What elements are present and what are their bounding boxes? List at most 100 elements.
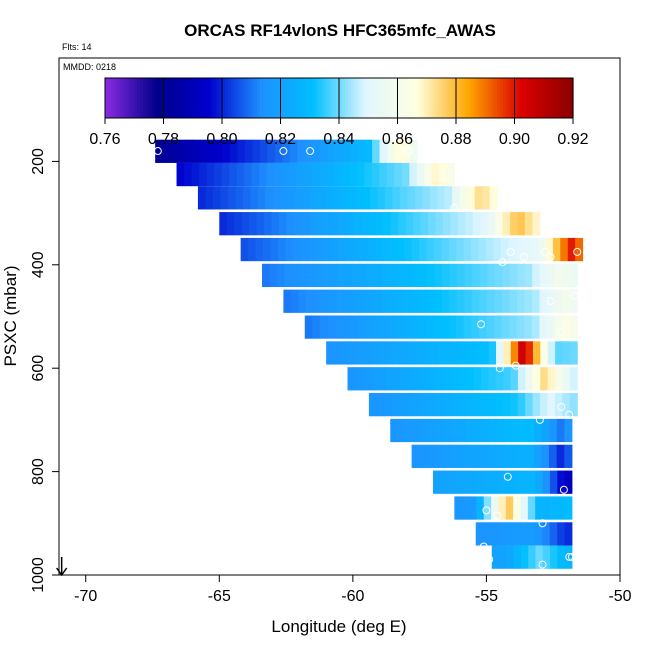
heatmap-cell (382, 263, 391, 288)
heatmap-cell (496, 418, 505, 443)
heatmap-cell (269, 263, 278, 288)
heatmap-cell (307, 263, 316, 288)
heatmap-cell (554, 289, 563, 313)
colorbar-swatch (315, 78, 320, 118)
colorbar-tick-label: 0.80 (206, 131, 237, 148)
sample-marker (570, 291, 579, 300)
colorbar-swatch (467, 78, 472, 118)
colorbar-swatch (143, 78, 147, 118)
colorbar-swatch (105, 78, 109, 118)
heatmap-cell (525, 393, 534, 417)
heatmap-cell (484, 470, 492, 494)
sample-markers (153, 147, 582, 569)
heatmap-cell (564, 496, 573, 520)
heatmap-cell (296, 162, 305, 187)
colorbar-swatch (520, 78, 524, 118)
heatmap-cell (469, 470, 478, 494)
colorbar-swatch (186, 78, 191, 118)
heatmap-cell (389, 263, 398, 288)
heatmap-cell (466, 341, 475, 365)
heatmap-cell (391, 393, 400, 417)
heatmap-cell (388, 289, 397, 313)
heatmap-cell (411, 237, 420, 262)
heatmap-cell (336, 289, 345, 313)
heatmap-cell (446, 162, 455, 187)
colorbar-swatch (508, 78, 513, 118)
heatmap-cell (456, 289, 465, 313)
colorbar-swatch (309, 78, 314, 118)
heatmap-cell (406, 367, 415, 391)
colorbar-swatch (128, 78, 132, 118)
heatmap-cell (367, 237, 375, 262)
heatmap-cell (419, 444, 428, 468)
colorbar-swatch (268, 78, 273, 118)
heatmap-cell (284, 263, 293, 288)
sample-marker (153, 147, 162, 156)
colorbar-swatch (397, 78, 402, 118)
heatmap-cell (234, 212, 243, 236)
heatmap-cell (547, 393, 556, 417)
heatmap-cell (287, 186, 296, 210)
heatmap-cell (314, 263, 323, 288)
heatmap-cell (375, 212, 384, 236)
heatmap-cell (348, 341, 357, 365)
heatmap-cell (480, 393, 489, 417)
colorbar-swatch (388, 78, 393, 118)
heatmap-cell (457, 212, 466, 236)
colorbar-swatch (523, 78, 527, 118)
heatmap-cell (322, 263, 331, 288)
heatmap-cell (250, 186, 259, 210)
heatmap-cell (549, 444, 558, 468)
heatmap-cell (459, 341, 467, 365)
heatmap-cell (274, 139, 283, 163)
heatmap-cell (280, 186, 289, 210)
sample-marker (495, 364, 504, 373)
heatmap-cell (501, 289, 510, 313)
heatmap-cell (562, 393, 571, 417)
heatmap-cell (481, 341, 490, 365)
heatmap-cell (480, 367, 489, 391)
heatmap-cell (319, 315, 328, 339)
colorbar-swatch (464, 78, 469, 118)
colorbar-swatch (441, 78, 445, 118)
y-axis: 200 400 600 800 1000 (30, 148, 59, 593)
colorbar-swatch (435, 78, 440, 118)
heatmap-cell (177, 139, 186, 163)
heatmap-cell (185, 139, 194, 163)
heatmap-cell (539, 263, 548, 288)
heatmap-cell (472, 263, 481, 288)
heatmap-cell (215, 139, 223, 163)
heatmap-cell (347, 367, 356, 391)
heatmap-cell (235, 186, 244, 210)
heatmap-cell (274, 162, 283, 187)
heatmap-cell (569, 263, 578, 288)
colorbar-swatch (511, 78, 516, 118)
heatmap-cell (542, 545, 551, 569)
heatmap-cell (380, 315, 389, 339)
heatmap-cell (266, 162, 275, 187)
heatmap-cell (528, 470, 536, 494)
heatmap-cell (367, 263, 376, 288)
heatmap-cell (259, 162, 268, 187)
colorbar-swatch (236, 78, 241, 118)
heatmap-cell (509, 263, 518, 288)
heatmap-cell (575, 237, 584, 262)
heatmap-cell (525, 341, 534, 365)
heatmap-cell (488, 341, 497, 365)
colorbar-swatch (526, 78, 530, 118)
heatmap-cell (325, 186, 334, 210)
colorbar-tick-label: 0.92 (557, 131, 588, 148)
heatmap-cell (436, 367, 445, 391)
heatmap-cell (505, 522, 514, 546)
heatmap-cell (541, 418, 550, 443)
colorbar-swatch (306, 78, 311, 118)
heatmap-cell (437, 186, 446, 210)
colorbar-swatch (450, 78, 454, 118)
heatmap-cell (407, 341, 416, 365)
heatmap-cell (419, 263, 428, 288)
sample-marker (279, 147, 288, 156)
x-axis: -70 -65 -60 -55 -50 (74, 575, 632, 605)
sample-marker (485, 555, 494, 564)
heatmap-cell (569, 367, 578, 391)
